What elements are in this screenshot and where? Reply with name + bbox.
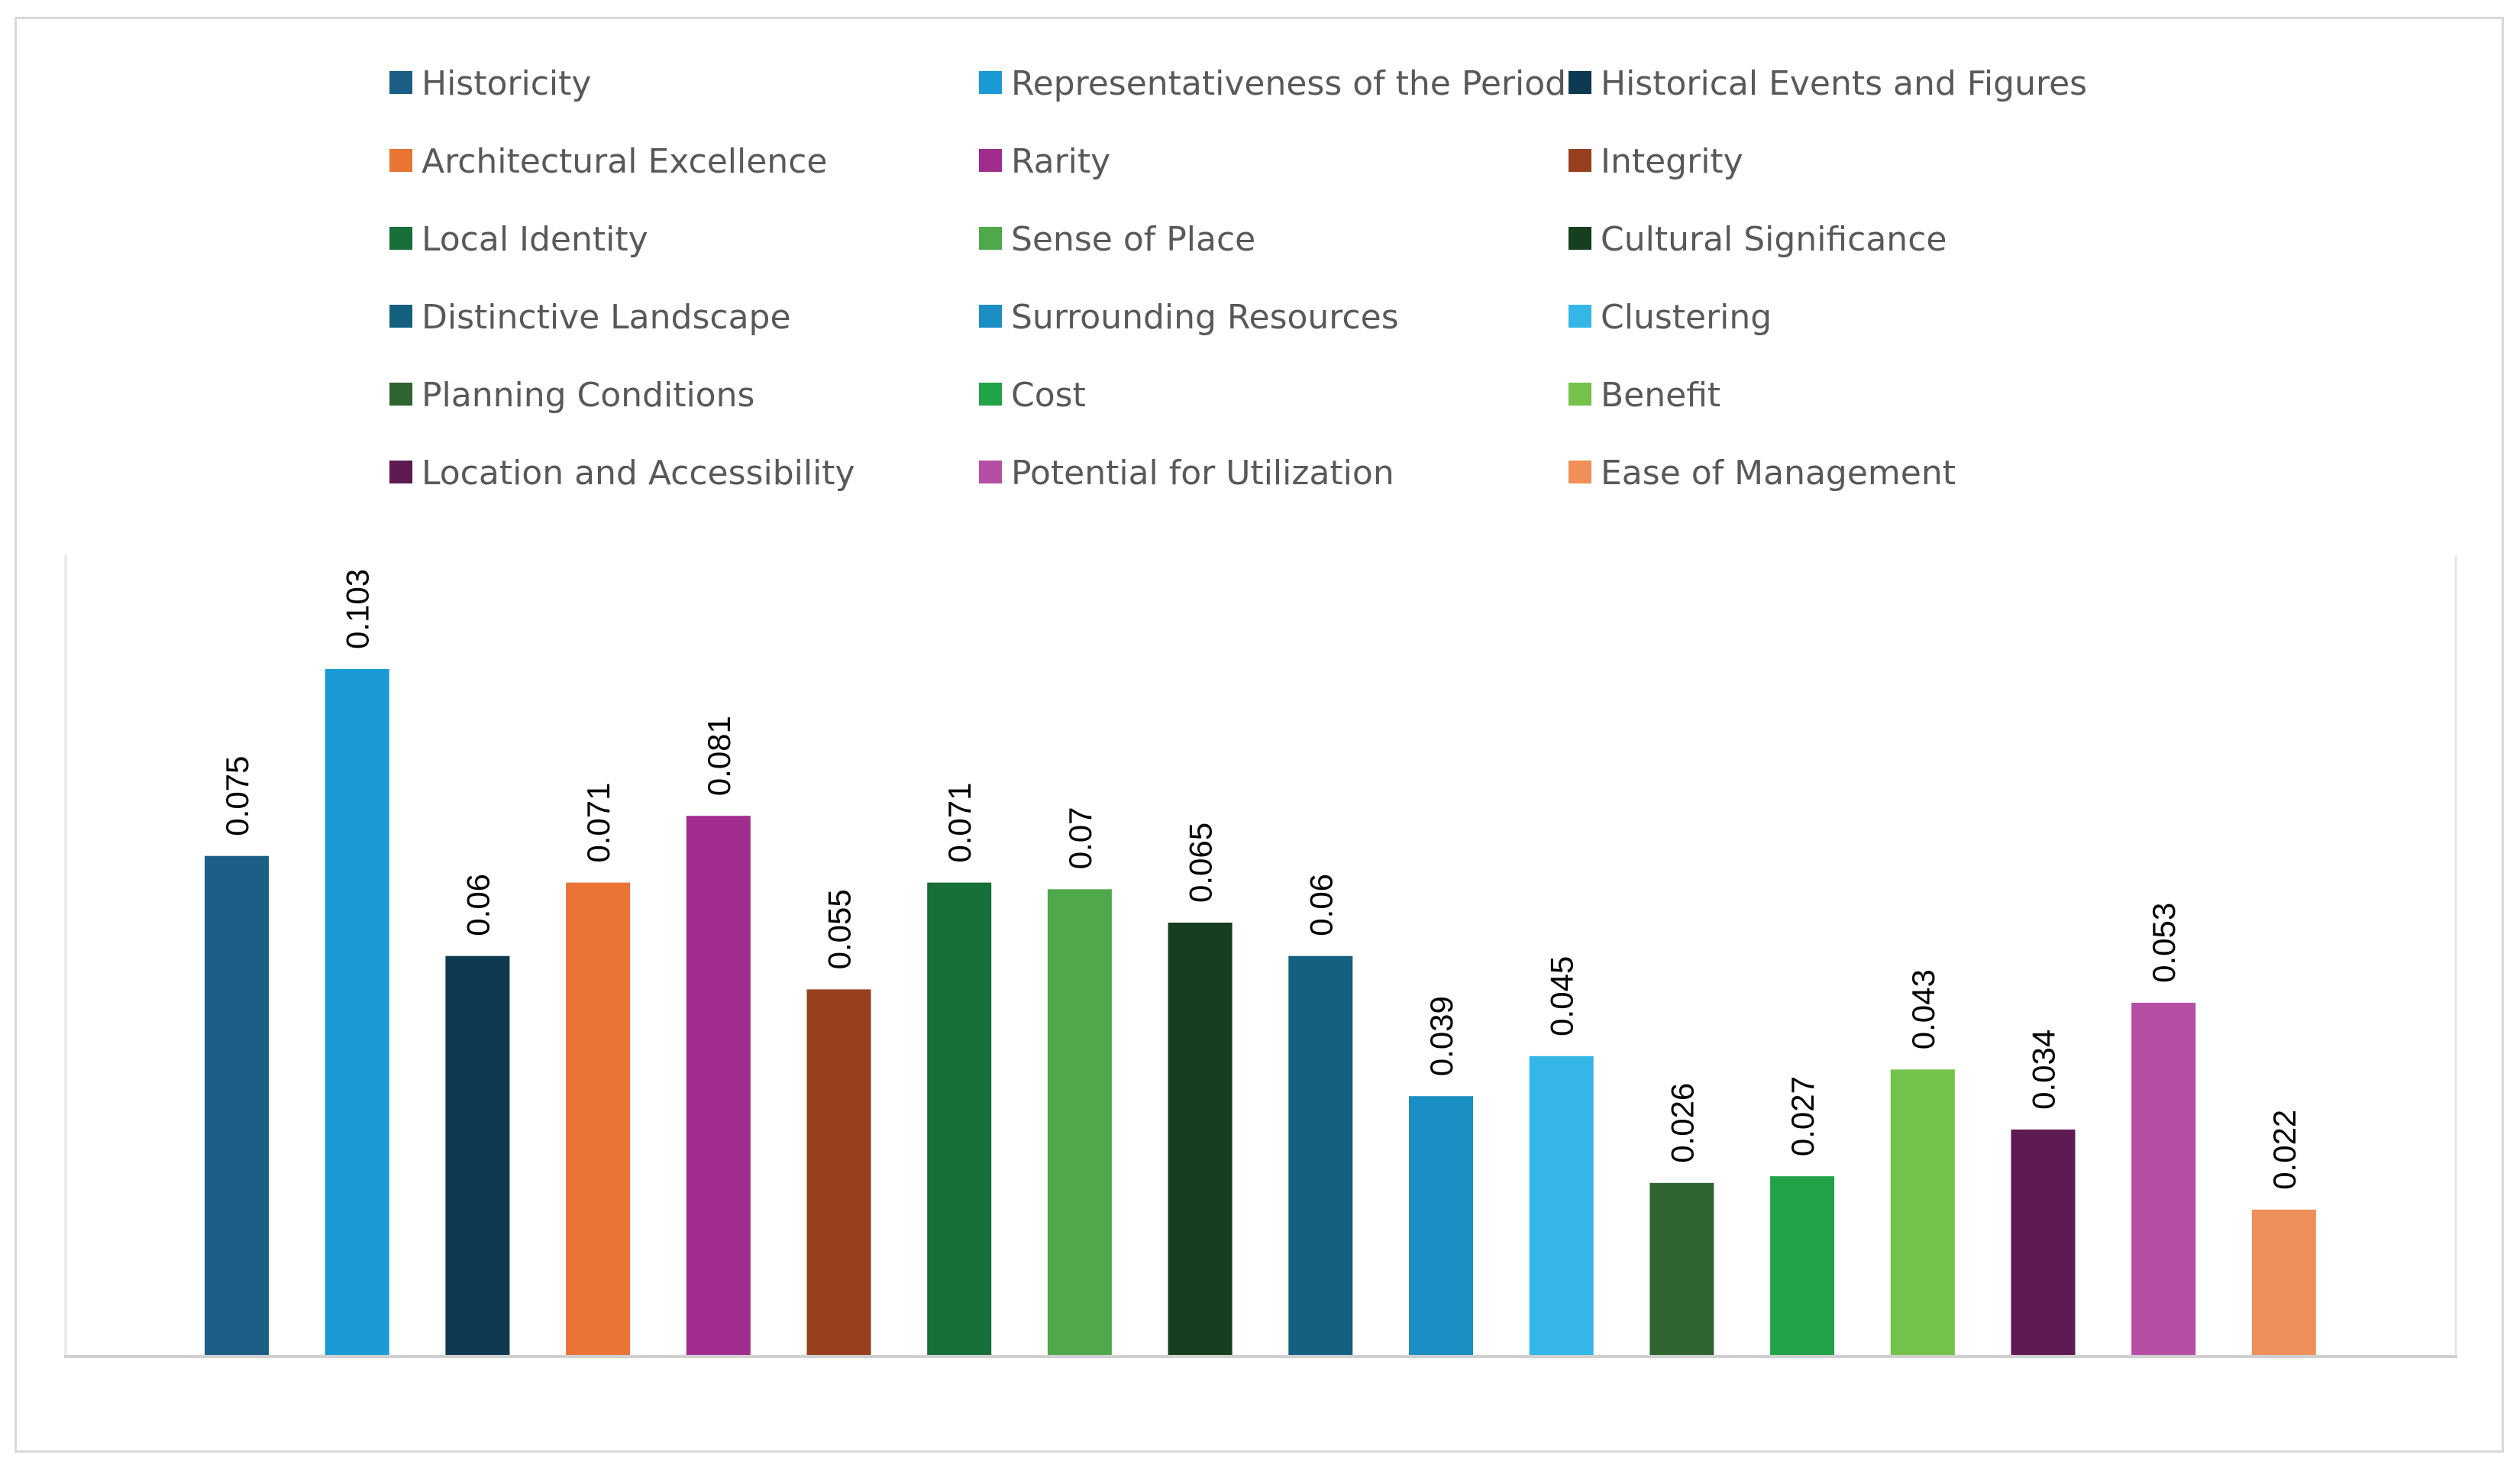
bar-label-distinctive-landscape: 0.06 — [1303, 874, 1339, 936]
legend-item-integrity: Integrity — [1569, 142, 1743, 181]
legend-item-distinctive-landscape: Distinctive Landscape — [389, 298, 791, 337]
legend-item-potential-for-utilization: Potential for Utilization — [979, 454, 1394, 493]
legend-item-rarity: Rarity — [979, 142, 1110, 181]
bar-integrity — [806, 989, 871, 1356]
legend-swatch-rarity — [979, 149, 1002, 172]
bar-label-potential-for-utilization: 0.053 — [2146, 903, 2182, 983]
bar-local-identity — [927, 882, 992, 1356]
legend-label-location-and-accessibility: Location and Accessibility — [422, 454, 855, 493]
bar-sense-of-place — [1047, 889, 1112, 1356]
legend-item-architectural-excellence: Architectural Excellence — [389, 142, 827, 181]
bar-planning-conditions — [1649, 1182, 1714, 1356]
legend-swatch-integrity — [1569, 149, 1591, 172]
bar-labels: 0.075 0.103 0.06 0.071 0.081 0.055 0.071 0.07 0.… — [219, 569, 2302, 1190]
bar-surrounding-resources — [1409, 1096, 1473, 1356]
legend-label-ease-of-management: Ease of Management — [1601, 454, 1956, 493]
legend: Historicity Representativeness of the Per… — [389, 64, 2087, 493]
legend-swatch-local-identity — [389, 227, 412, 250]
legend-label-integrity: Integrity — [1601, 142, 1743, 181]
legend-swatch-potential-for-utilization — [979, 461, 1002, 483]
legend-label-distinctive-landscape: Distinctive Landscape — [422, 298, 791, 337]
legend-label-local-identity: Local Identity — [422, 220, 648, 259]
bar-ease-of-management — [2251, 1209, 2316, 1356]
bar-label-planning-conditions: 0.026 — [1664, 1083, 1700, 1163]
legend-swatch-historical-events-and-figures — [1569, 71, 1591, 94]
bar-potential-for-utilization — [2131, 1002, 2196, 1356]
legend-swatch-benefit — [1569, 383, 1591, 406]
legend-swatch-cost — [979, 383, 1002, 406]
bar-representativeness-of-the-period — [325, 669, 389, 1356]
chart-frame — [15, 17, 2504, 1453]
bar-label-representativeness-of-the-period: 0.103 — [340, 569, 376, 649]
bar-label-historicity: 0.075 — [219, 756, 255, 836]
legend-swatch-distinctive-landscape — [389, 305, 412, 328]
legend-item-surrounding-resources: Surrounding Resources — [979, 298, 1399, 337]
bar-distinctive-landscape — [1288, 955, 1353, 1356]
bar-label-clustering: 0.045 — [1544, 956, 1580, 1036]
legend-label-planning-conditions: Planning Conditions — [422, 376, 754, 415]
legend-swatch-sense-of-place — [979, 227, 1002, 250]
legend-item-location-and-accessibility: Location and Accessibility — [389, 454, 855, 493]
legend-swatch-location-and-accessibility — [389, 461, 412, 483]
bar-label-rarity: 0.081 — [701, 716, 737, 796]
legend-swatch-ease-of-management — [1569, 461, 1591, 483]
bar-cost — [1770, 1176, 1835, 1356]
bar-label-benefit: 0.043 — [1905, 969, 1941, 1049]
legend-label-rarity: Rarity — [1011, 142, 1110, 181]
bar-architectural-excellence — [566, 882, 631, 1356]
bar-label-sense-of-place: 0.07 — [1062, 807, 1098, 870]
legend-label-surrounding-resources: Surrounding Resources — [1011, 298, 1399, 337]
legend-item-clustering: Clustering — [1569, 298, 1772, 337]
bar-historicity — [205, 855, 269, 1356]
legend-item-sense-of-place: Sense of Place — [979, 220, 1255, 259]
legend-item-historicity: Historicity — [389, 64, 591, 103]
bar-label-cost: 0.027 — [1785, 1076, 1821, 1156]
legend-label-historicity: Historicity — [422, 64, 591, 103]
legend-label-historical-events-and-figures: Historical Events and Figures — [1601, 64, 2087, 103]
bar-label-ease-of-management: 0.022 — [2266, 1110, 2302, 1190]
bars — [205, 669, 2316, 1356]
legend-item-local-identity: Local Identity — [389, 220, 648, 259]
legend-item-representativeness-of-the-period: Representativeness of the Period — [979, 64, 1566, 103]
bar-label-historical-events-and-figures: 0.06 — [460, 874, 496, 936]
bar-label-integrity: 0.055 — [822, 889, 858, 969]
legend-label-architectural-excellence: Architectural Excellence — [422, 142, 827, 181]
legend-swatch-surrounding-resources — [979, 305, 1002, 328]
legend-swatch-cultural-significance — [1569, 227, 1591, 250]
legend-item-cost: Cost — [979, 376, 1086, 415]
legend-item-cultural-significance: Cultural Significance — [1569, 220, 1947, 259]
bar-label-location-and-accessibility: 0.034 — [2026, 1030, 2062, 1110]
plot-area: 0.075 0.103 0.06 0.071 0.081 0.055 0.071 0.07 0.… — [64, 555, 2457, 1358]
bar-historical-events-and-figures — [445, 955, 510, 1356]
legend-swatch-architectural-excellence — [389, 149, 412, 172]
legend-label-clustering: Clustering — [1601, 298, 1772, 337]
legend-item-benefit: Benefit — [1569, 376, 1720, 415]
legend-item-historical-events-and-figures: Historical Events and Figures — [1569, 64, 2087, 103]
legend-label-benefit: Benefit — [1601, 376, 1720, 415]
legend-swatch-historicity — [389, 71, 412, 94]
legend-label-potential-for-utilization: Potential for Utilization — [1011, 454, 1394, 493]
legend-label-cost: Cost — [1011, 376, 1086, 415]
bar-cultural-significance — [1168, 923, 1233, 1356]
bar-rarity — [686, 816, 751, 1356]
legend-swatch-clustering — [1569, 305, 1591, 328]
bar-label-local-identity: 0.071 — [942, 782, 977, 862]
legend-item-ease-of-management: Ease of Management — [1569, 454, 1956, 493]
legend-swatch-representativeness-of-the-period — [979, 71, 1002, 94]
bar-benefit — [1890, 1069, 1955, 1356]
bar-label-surrounding-resources: 0.039 — [1423, 996, 1459, 1076]
legend-item-planning-conditions: Planning Conditions — [389, 376, 754, 415]
legend-label-sense-of-place: Sense of Place — [1011, 220, 1255, 259]
bar-location-and-accessibility — [2011, 1129, 2076, 1356]
bar-clustering — [1529, 1056, 1594, 1356]
legend-label-cultural-significance: Cultural Significance — [1601, 220, 1947, 259]
bar-label-architectural-excellence: 0.071 — [580, 782, 616, 862]
bar-label-cultural-significance: 0.065 — [1183, 823, 1219, 903]
legend-swatch-planning-conditions — [389, 383, 412, 406]
legend-label-representativeness-of-the-period: Representativeness of the Period — [1011, 64, 1566, 103]
